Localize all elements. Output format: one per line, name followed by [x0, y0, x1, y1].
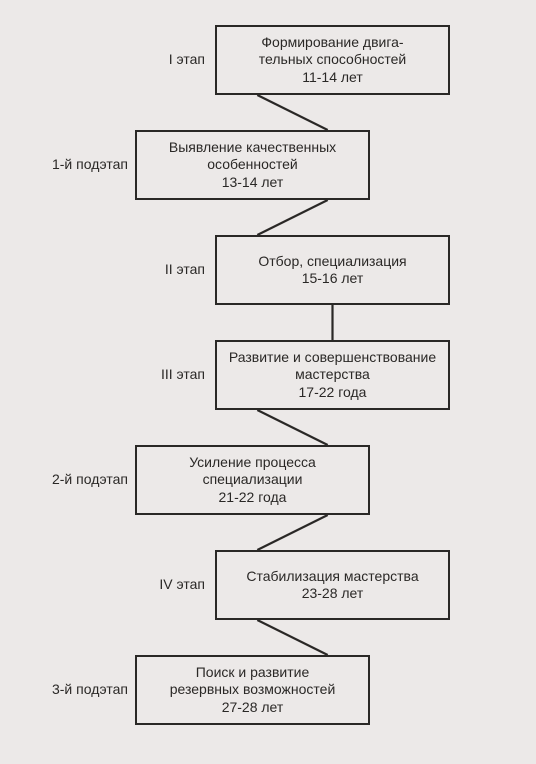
stage-label: 1-й подэтап: [52, 156, 128, 172]
flow-node: Поиск и развитиерезервных возможностей 27…: [135, 655, 370, 725]
flow-node-text: Поиск и развитиерезервных возможностей 27…: [170, 664, 336, 717]
flow-node-line: Поиск и развитие: [196, 664, 310, 680]
stage-label: 2-й подэтап: [52, 471, 128, 487]
flow-node-line: 21-22 года: [219, 489, 287, 505]
flow-node-text: Выявление качественныхособенностей 13-14 …: [169, 139, 336, 192]
flow-node-line: 23-28 лет: [302, 585, 364, 601]
flow-node-text: Отбор, специализация15-16 лет: [258, 253, 406, 288]
stage-label: III этап: [161, 366, 205, 382]
flow-node-line: Формирование двига-: [261, 34, 403, 50]
flow-node-line: Стабилизация мастерства: [246, 568, 418, 584]
flow-node-text: Формирование двига-тельных способностей 1…: [259, 34, 406, 87]
flow-node: Стабилизация мастерства23-28 лет: [215, 550, 450, 620]
flow-node-line: Отбор, специализация: [258, 253, 406, 269]
flow-node-line: 27-28 лет: [222, 699, 284, 715]
flow-node-line: Усиление процесса: [189, 454, 316, 470]
flow-node-line: мастерства: [295, 366, 370, 382]
stage-label: I этап: [169, 51, 205, 67]
flow-node: Формирование двига-тельных способностей 1…: [215, 25, 450, 95]
flow-node-line: 11-14 лет: [302, 69, 363, 85]
flow-node-text: Усиление процессаспециализации 21-22 года: [189, 454, 316, 507]
flow-node: Усиление процессаспециализации 21-22 года: [135, 445, 370, 515]
flow-node-line: 17-22 года: [299, 384, 367, 400]
flow-node-line: специализации: [203, 471, 303, 487]
flow-node-line: резервных возможностей: [170, 681, 336, 697]
stage-label: 3-й подэтап: [52, 681, 128, 697]
stage-label: II этап: [165, 261, 205, 277]
flow-node: Выявление качественныхособенностей 13-14 …: [135, 130, 370, 200]
flow-node-line: Выявление качественных: [169, 139, 336, 155]
flow-node-text: Стабилизация мастерства23-28 лет: [246, 568, 418, 603]
flow-node-line: особенностей: [207, 156, 298, 172]
flow-node-line: 13-14 лет: [222, 174, 284, 190]
flow-node: Отбор, специализация15-16 лет: [215, 235, 450, 305]
flow-node-line: Развитие и совершенствование: [229, 349, 436, 365]
flow-node-line: 15-16 лет: [302, 270, 364, 286]
flow-node-text: Развитие и совершенствованиемастерства 17…: [229, 349, 436, 402]
flow-node-line: тельных способностей: [259, 51, 406, 67]
flow-node: Развитие и совершенствованиемастерства 17…: [215, 340, 450, 410]
stage-label: IV этап: [159, 576, 205, 592]
